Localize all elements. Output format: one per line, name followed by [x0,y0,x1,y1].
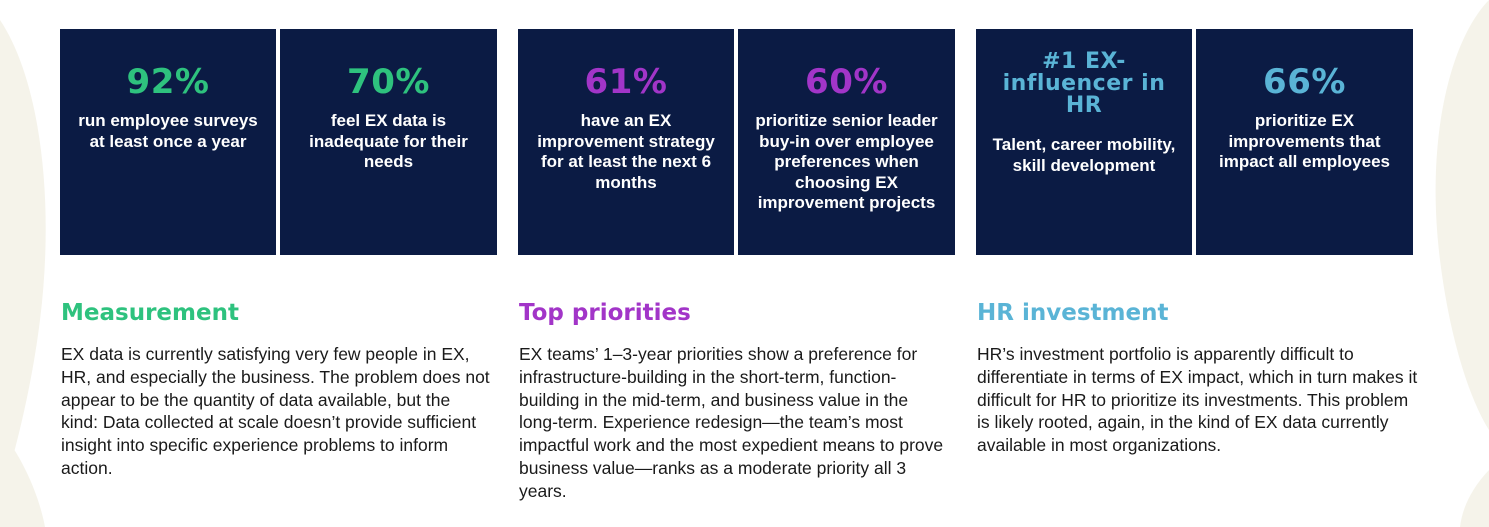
section-body: HR’s investment portfolio is apparently … [977,344,1418,456]
section-heading: HR investment [977,300,1169,326]
stat-description: feel EX data is inadequate for their nee… [309,111,468,171]
section-heading: Measurement [61,300,239,326]
section-top-priorities: Top priorities EX teams’ 1–3-year priori… [519,297,944,503]
left-leaf-shape [0,20,46,500]
stat-card-ex-influencer: #1 EX-influencer in HR Talent, career mo… [976,29,1192,255]
right-leaf-shape [1435,0,1489,430]
stat-card-all-employees: 66% prioritize EX improvements that impa… [1196,29,1413,255]
stat-description: prioritize EX improvements that impact a… [1218,111,1391,171]
stat-description: run employee surveys at least once a yea… [78,111,258,151]
stat-card-surveys: 92% run employee surveys at least once a… [60,29,276,255]
section-hr-investment: HR investment HR’s investment portfolio … [977,297,1422,457]
section-measurement: Measurement EX data is currently satisfy… [61,297,491,480]
section-heading: Top priorities [519,300,691,326]
stat-description: have an EX improvement strategy for at l… [537,111,715,192]
right-leaf-shape-lower [1460,470,1489,527]
stat-value: 60% [805,62,888,102]
stat-card-strategy: 61% have an EX improvement strategy for … [518,29,734,255]
stat-card-data-inadequate: 70% feel EX data is inadequate for their… [280,29,497,255]
left-leaf-shape-lower [0,430,45,527]
stat-value: 61% [584,62,668,102]
stat-value: #1 EX-influencer in HR [1002,49,1166,118]
section-body: EX data is currently satisfying very few… [61,344,490,478]
stat-card-leader-buy-in: 60% prioritize senior leader buy-in over… [738,29,955,255]
stat-value: 66% [1263,62,1346,102]
stat-value: 70% [347,62,430,102]
stat-description: prioritize senior leader buy-in over emp… [755,111,938,212]
stat-description: Talent, career mobility, skill developme… [992,135,1176,175]
stat-value: 92% [126,62,210,102]
section-body: EX teams’ 1–3-year priorities show a pre… [519,344,944,501]
